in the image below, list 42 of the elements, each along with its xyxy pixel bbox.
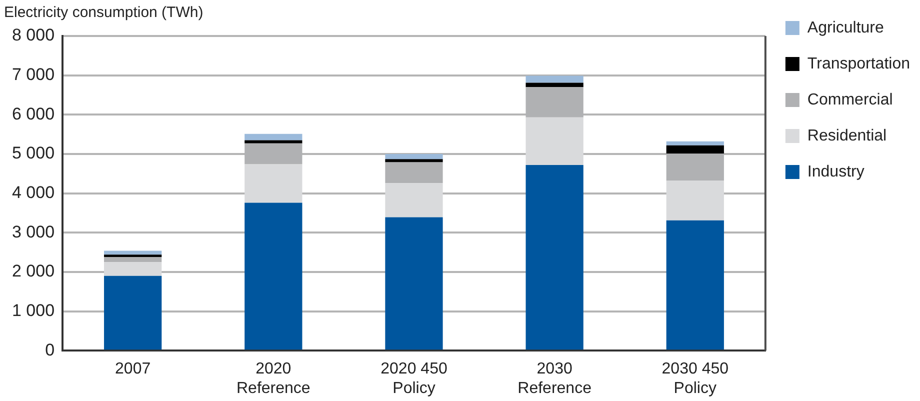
x-tick-label: 2020 Reference [236, 360, 310, 397]
bar [385, 162, 443, 184]
bar [104, 250, 162, 255]
bar [104, 262, 162, 276]
bar [385, 159, 443, 162]
y-tick-label: 2 000 [12, 262, 55, 281]
legend-label: Residential [807, 127, 887, 144]
bar [244, 134, 302, 140]
bar [526, 82, 584, 88]
legend-label: Transportation [807, 55, 910, 72]
y-tick-label: 6 000 [12, 104, 55, 124]
x-tick-label: 2030 Reference [518, 360, 592, 397]
bar [104, 257, 162, 262]
y-tick-label: 5 000 [12, 144, 55, 163]
y-tick-label: 4 000 [12, 182, 55, 202]
y-tick-label: 0 [45, 340, 55, 360]
bar [385, 154, 443, 160]
x-tick-label: 2020 450 Policy [380, 360, 448, 397]
bar [666, 180, 724, 220]
y-tick-label: 1 000 [12, 300, 55, 320]
y-tick-label: 3 000 [12, 222, 55, 242]
y-tick-label: 8 000 [12, 26, 55, 45]
x-tick-label: 2030 450 Policy [662, 360, 729, 397]
bar [104, 254, 162, 258]
y-axis-title: Electricity consumption (TWh) [4, 4, 204, 22]
bar [244, 202, 302, 350]
bar [666, 220, 724, 350]
bar [385, 183, 443, 218]
bar [666, 145, 724, 154]
bar [244, 140, 302, 144]
legend-label: Agriculture [807, 19, 884, 36]
bar [385, 217, 443, 350]
bar [526, 117, 584, 165]
y-tick-label: 7 000 [12, 65, 55, 84]
legend-label: Industry [807, 163, 864, 180]
bar [244, 164, 302, 203]
x-tick-label: 2007 [115, 360, 151, 378]
bar [666, 141, 724, 146]
legend-label: Commercial [807, 91, 893, 108]
bar [526, 164, 584, 350]
bar [526, 76, 584, 83]
bar [104, 276, 162, 350]
